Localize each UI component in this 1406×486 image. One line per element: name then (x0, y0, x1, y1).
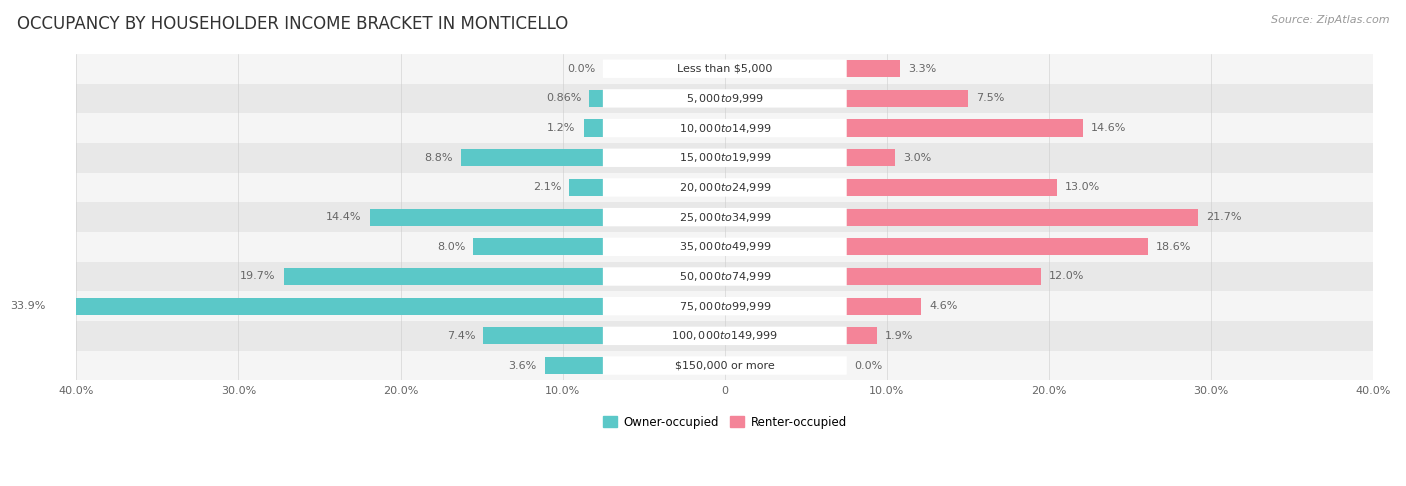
FancyBboxPatch shape (603, 297, 846, 315)
Bar (53, 297, 603, 315)
FancyBboxPatch shape (603, 119, 846, 137)
Bar (484, 327, 603, 345)
Bar (76, 261, 1374, 291)
Bar (76, 54, 1374, 84)
Bar (589, 90, 603, 107)
Bar (370, 208, 603, 226)
Text: Less than $5,000: Less than $5,000 (678, 64, 772, 74)
Bar (846, 268, 1040, 285)
Bar (76, 84, 1374, 113)
Bar (76, 143, 1374, 173)
Text: OCCUPANCY BY HOUSEHOLDER INCOME BRACKET IN MONTICELLO: OCCUPANCY BY HOUSEHOLDER INCOME BRACKET … (17, 15, 568, 33)
Text: 1.9%: 1.9% (886, 331, 914, 341)
Text: $25,000 to $34,999: $25,000 to $34,999 (679, 210, 770, 224)
Text: 2.1%: 2.1% (533, 182, 561, 192)
Text: 3.0%: 3.0% (903, 153, 931, 163)
Bar (76, 351, 1374, 381)
Text: 14.6%: 14.6% (1091, 123, 1126, 133)
Bar (76, 291, 1374, 321)
Text: 0.0%: 0.0% (567, 64, 595, 74)
Text: $35,000 to $49,999: $35,000 to $49,999 (679, 240, 770, 253)
Bar (846, 327, 877, 345)
FancyBboxPatch shape (603, 356, 846, 375)
Text: 12.0%: 12.0% (1049, 272, 1084, 281)
Text: 4.6%: 4.6% (929, 301, 957, 311)
Text: 19.7%: 19.7% (240, 272, 276, 281)
Bar (569, 179, 603, 196)
Text: 3.6%: 3.6% (509, 361, 537, 370)
Bar (474, 238, 603, 256)
Text: $15,000 to $19,999: $15,000 to $19,999 (679, 151, 770, 164)
Text: 0.0%: 0.0% (855, 361, 883, 370)
Bar (284, 268, 603, 285)
Text: 21.7%: 21.7% (1206, 212, 1241, 222)
Text: 13.0%: 13.0% (1066, 182, 1101, 192)
FancyBboxPatch shape (603, 267, 846, 286)
Text: $100,000 to $149,999: $100,000 to $149,999 (672, 330, 778, 342)
Bar (76, 173, 1374, 202)
Text: 33.9%: 33.9% (10, 301, 45, 311)
Text: 0.86%: 0.86% (546, 93, 581, 104)
Text: $20,000 to $24,999: $20,000 to $24,999 (679, 181, 770, 194)
Text: 7.5%: 7.5% (976, 93, 1004, 104)
Bar (846, 149, 896, 166)
Bar (846, 120, 1083, 137)
FancyBboxPatch shape (603, 208, 846, 226)
FancyBboxPatch shape (603, 59, 846, 78)
Bar (76, 202, 1374, 232)
Text: 8.0%: 8.0% (437, 242, 465, 252)
Bar (846, 90, 967, 107)
Bar (544, 357, 603, 374)
Bar (846, 208, 1198, 226)
Text: 7.4%: 7.4% (447, 331, 475, 341)
Bar (583, 120, 603, 137)
Bar (76, 232, 1374, 261)
FancyBboxPatch shape (603, 327, 846, 345)
Bar (846, 238, 1147, 256)
Bar (846, 179, 1057, 196)
Text: 3.3%: 3.3% (908, 64, 936, 74)
Text: $50,000 to $74,999: $50,000 to $74,999 (679, 270, 770, 283)
Bar (461, 149, 603, 166)
Bar (846, 60, 900, 77)
Legend: Owner-occupied, Renter-occupied: Owner-occupied, Renter-occupied (598, 411, 852, 433)
FancyBboxPatch shape (603, 178, 846, 197)
FancyBboxPatch shape (603, 149, 846, 167)
Text: 18.6%: 18.6% (1156, 242, 1191, 252)
Bar (76, 321, 1374, 351)
FancyBboxPatch shape (603, 238, 846, 256)
Text: $150,000 or more: $150,000 or more (675, 361, 775, 370)
Text: $75,000 to $99,999: $75,000 to $99,999 (679, 300, 770, 312)
FancyBboxPatch shape (603, 89, 846, 107)
Text: 1.2%: 1.2% (547, 123, 575, 133)
Text: $5,000 to $9,999: $5,000 to $9,999 (686, 92, 763, 105)
Bar (846, 297, 921, 315)
Text: 14.4%: 14.4% (326, 212, 361, 222)
Text: Source: ZipAtlas.com: Source: ZipAtlas.com (1271, 15, 1389, 25)
Text: $10,000 to $14,999: $10,000 to $14,999 (679, 122, 770, 135)
Text: 8.8%: 8.8% (423, 153, 453, 163)
Bar (76, 113, 1374, 143)
